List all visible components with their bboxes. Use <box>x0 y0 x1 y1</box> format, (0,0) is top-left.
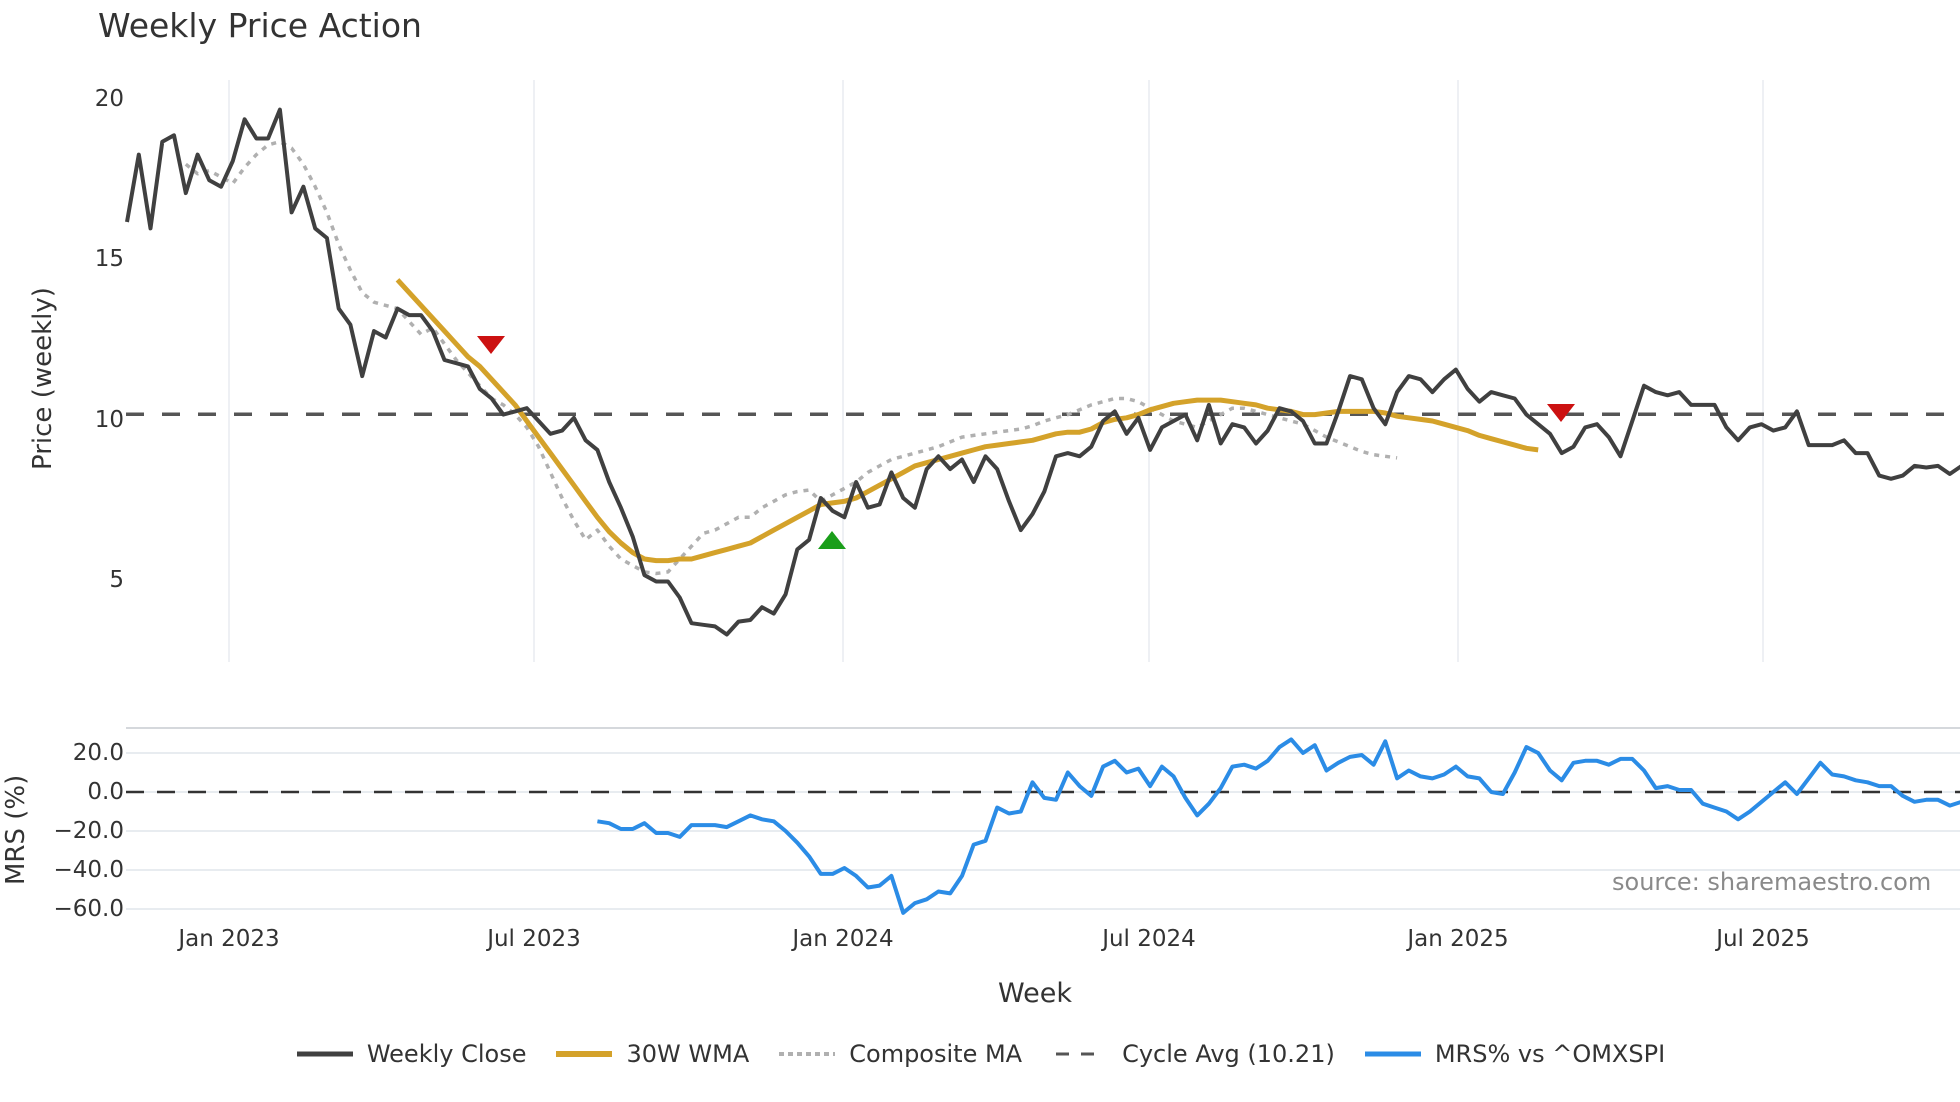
x-tick-jan-2025: Jan 2025 <box>1407 926 1509 952</box>
price-tick-5: 5 <box>109 567 124 593</box>
wma-30w-line <box>395 278 1539 564</box>
legend-label: 30W WMA <box>626 1040 750 1068</box>
dotted-swatch-icon <box>779 1052 836 1056</box>
legend: Weekly Close 30W WMA Composite MA Cycle … <box>0 1034 1960 1074</box>
legend-label: Composite MA <box>849 1040 1023 1068</box>
mrs-tick-neg40: −40.0 <box>53 857 124 883</box>
legend-label: Weekly Close <box>366 1040 527 1068</box>
sell-signal-marker-icon <box>477 336 505 354</box>
legend-label: MRS% vs ^OMXSPI <box>1434 1040 1666 1068</box>
weekly-close-line <box>125 107 1960 637</box>
composite-ma-line <box>184 139 1398 576</box>
x-tick-jul-2023: Jul 2023 <box>487 926 581 952</box>
line-swatch-icon <box>1364 1051 1421 1057</box>
legend-item-mrs[interactable]: MRS% vs ^OMXSPI <box>1363 1040 1665 1068</box>
price-axis-label: Price (weekly) <box>28 287 58 470</box>
legend-item-30w-wma[interactable]: 30W WMA <box>554 1040 749 1068</box>
source-annotation: source: sharemaestro.com <box>1612 868 1932 896</box>
chart-title: Weekly Price Action <box>98 6 422 45</box>
line-swatch-icon <box>296 1051 353 1057</box>
price-tick-10: 10 <box>94 407 124 433</box>
legend-label: Cycle Avg (10.21) <box>1122 1040 1335 1068</box>
legend-item-composite-ma[interactable]: Composite MA <box>777 1040 1022 1068</box>
x-tick-jan-2023: Jan 2023 <box>178 926 280 952</box>
mrs-tick-neg60: −60.0 <box>53 896 124 922</box>
mrs-tick-0: 0.0 <box>87 779 124 805</box>
dashed-swatch-icon <box>1056 1052 1107 1056</box>
price-tick-20: 20 <box>94 86 124 112</box>
x-tick-jul-2025: Jul 2025 <box>1716 926 1810 952</box>
legend-item-cycle-avg[interactable]: Cycle Avg (10.21) <box>1050 1040 1335 1068</box>
buy-signal-marker-icon <box>818 531 846 549</box>
x-tick-jan-2024: Jan 2024 <box>792 926 894 952</box>
x-axis-label: Week <box>998 978 1072 1009</box>
mrs-line <box>597 737 1960 915</box>
mrs-tick-neg20: −20.0 <box>53 818 124 844</box>
price-tick-15: 15 <box>94 246 124 272</box>
legend-item-weekly-close[interactable]: Weekly Close <box>295 1040 527 1068</box>
mrs-tick-20: 20.0 <box>72 740 124 766</box>
sell-signal-marker-icon <box>1547 404 1575 422</box>
line-swatch-icon <box>556 1051 613 1057</box>
x-tick-jul-2024: Jul 2024 <box>1102 926 1196 952</box>
